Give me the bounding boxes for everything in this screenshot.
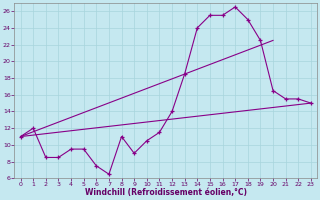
- X-axis label: Windchill (Refroidissement éolien,°C): Windchill (Refroidissement éolien,°C): [85, 188, 247, 197]
